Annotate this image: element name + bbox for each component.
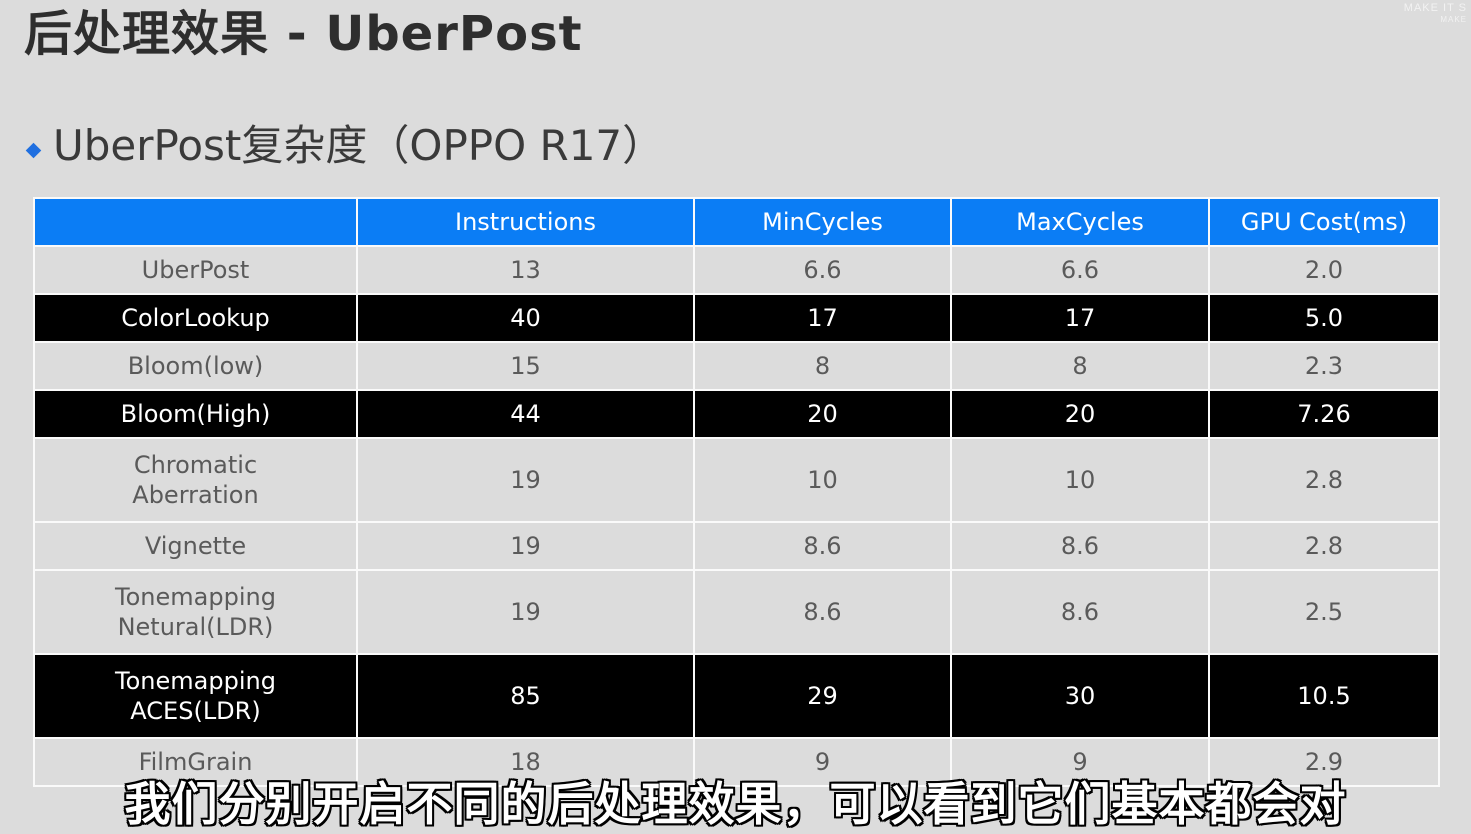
mincycles-cell: 29: [693, 653, 952, 739]
maxcycles-cell: 9: [950, 737, 1210, 787]
mincycles-cell: 8.6: [693, 569, 952, 655]
instructions-cell: 13: [356, 245, 695, 295]
mincycles-cell: 8.6: [693, 521, 952, 571]
table-header-row: Instructions MinCycles MaxCycles GPU Cos…: [33, 197, 1440, 247]
instructions-cell: 15: [356, 341, 695, 391]
gpu-cost-cell: 2.5: [1208, 569, 1440, 655]
gpu-cost-cell: 2.0: [1208, 245, 1440, 295]
header-cell-effect: [33, 197, 358, 247]
table-row: Bloom(High) 44 20 20 7.26: [33, 389, 1440, 439]
header-cell-gpu-cost: GPU Cost(ms): [1208, 197, 1440, 247]
maxcycles-cell: 8.6: [950, 521, 1210, 571]
instructions-cell: 18: [356, 737, 695, 787]
maxcycles-cell: 30: [950, 653, 1210, 739]
gpu-cost-cell: 2.3: [1208, 341, 1440, 391]
gpu-cost-cell: 2.8: [1208, 521, 1440, 571]
instructions-cell: 19: [356, 521, 695, 571]
effect-name-cell: Vignette: [33, 521, 358, 571]
effect-name-cell: Tonemapping Netural(LDR): [33, 569, 358, 655]
mincycles-cell: 6.6: [693, 245, 952, 295]
instructions-cell: 85: [356, 653, 695, 739]
effect-name-cell: UberPost: [33, 245, 358, 295]
maxcycles-cell: 20: [950, 389, 1210, 439]
header-cell-mincycles: MinCycles: [693, 197, 952, 247]
mincycles-cell: 10: [693, 437, 952, 523]
effect-name-cell: Chromatic Aberration: [33, 437, 358, 523]
table-row: FilmGrain 18 9 9 2.9: [33, 737, 1440, 787]
effect-name-cell: Tonemapping ACES(LDR): [33, 653, 358, 739]
mincycles-cell: 20: [693, 389, 952, 439]
mincycles-cell: 8: [693, 341, 952, 391]
effect-name-cell: ColorLookup: [33, 293, 358, 343]
gpu-cost-cell: 7.26: [1208, 389, 1440, 439]
maxcycles-cell: 8.6: [950, 569, 1210, 655]
bullet-heading: UberPost复杂度（OPPO R17）: [25, 112, 665, 173]
effect-name-cell: Bloom(low): [33, 341, 358, 391]
gpu-cost-cell: 2.9: [1208, 737, 1440, 787]
gpu-cost-cell: 10.5: [1208, 653, 1440, 739]
diamond-bullet-icon: [25, 142, 42, 159]
video-subtitle: 我们分别开启不同的后处理效果，可以看到它们基本都会对: [124, 777, 1347, 831]
instructions-cell: 44: [356, 389, 695, 439]
instructions-cell: 19: [356, 569, 695, 655]
header-cell-instructions: Instructions: [356, 197, 695, 247]
table-row: Vignette 19 8.6 8.6 2.8: [33, 521, 1440, 571]
watermark: MAKE IT S MAKE: [1404, 2, 1467, 26]
table-row: ColorLookup 40 17 17 5.0: [33, 293, 1440, 343]
table-body: UberPost 13 6.6 6.6 2.0 ColorLookup 40 17 17 5.0 B…: [33, 245, 1440, 787]
maxcycles-cell: 10: [950, 437, 1210, 523]
maxcycles-cell: 8: [950, 341, 1210, 391]
header-cell-maxcycles: MaxCycles: [950, 197, 1210, 247]
bullet-heading-text: UberPost复杂度（OPPO R17）: [53, 121, 665, 170]
gpu-cost-cell: 2.8: [1208, 437, 1440, 523]
table-row: Bloom(low) 15 8 8 2.3: [33, 341, 1440, 391]
effect-name-cell: Bloom(High): [33, 389, 358, 439]
table-row: UberPost 13 6.6 6.6 2.0: [33, 245, 1440, 295]
maxcycles-cell: 17: [950, 293, 1210, 343]
mincycles-cell: 17: [693, 293, 952, 343]
watermark-line-2: MAKE: [1440, 15, 1467, 24]
instructions-cell: 19: [356, 437, 695, 523]
instructions-cell: 40: [356, 293, 695, 343]
mincycles-cell: 9: [693, 737, 952, 787]
complexity-table: Instructions MinCycles MaxCycles GPU Cos…: [33, 197, 1440, 787]
gpu-cost-cell: 5.0: [1208, 293, 1440, 343]
watermark-line-1: MAKE IT S: [1403, 2, 1467, 14]
effect-name-cell: FilmGrain: [33, 737, 358, 787]
table-row: Chromatic Aberration 19 10 10 2.8: [33, 437, 1440, 523]
table-row: Tonemapping ACES(LDR) 85 29 30 10.5: [33, 653, 1440, 739]
table-row: Tonemapping Netural(LDR) 19 8.6 8.6 2.5: [33, 569, 1440, 655]
slide-title: 后处理效果 - UberPost: [24, 6, 583, 62]
maxcycles-cell: 6.6: [950, 245, 1210, 295]
